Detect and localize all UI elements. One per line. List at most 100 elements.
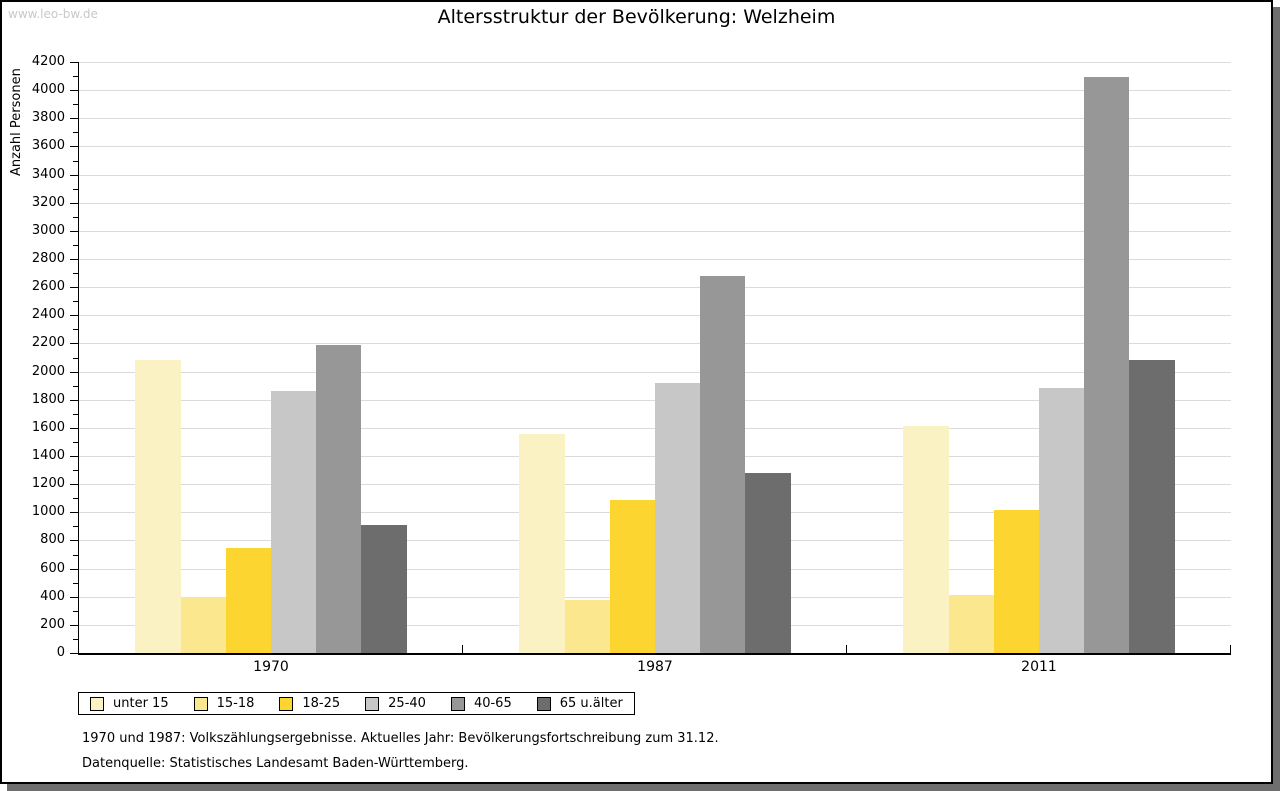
y-major-tick (70, 428, 78, 429)
y-major-tick (70, 625, 78, 626)
y-tick-label-1600: 1600 (31, 419, 65, 435)
y-major-tick (70, 62, 78, 63)
y-major-tick (70, 287, 78, 288)
y-major-tick (70, 343, 78, 344)
y-tick-label-3600: 3600 (31, 138, 65, 154)
y-minor-tick (73, 104, 78, 105)
y-tick-label-0: 0 (56, 645, 65, 660)
bar-1970-15-18 (180, 597, 226, 653)
y-major-tick (70, 259, 78, 260)
y-minor-tick (73, 498, 78, 499)
y-minor-tick (73, 442, 78, 443)
y-minor-tick (73, 414, 78, 415)
gridline-3200 (79, 202, 1231, 204)
bar-1970-25-40 (271, 391, 317, 653)
x-boundary-tick (846, 645, 847, 653)
y-major-tick (70, 146, 78, 147)
bar-1987-40-65 (700, 275, 746, 653)
y-tick-label-1400: 1400 (31, 448, 65, 463)
y-tick-label-1000: 1000 (31, 504, 65, 520)
bar-2011-65-u-älter (1129, 359, 1175, 653)
gridline-2200 (79, 343, 1231, 345)
footnote-line-2: Datenquelle: Statistisches Landesamt Bad… (82, 756, 469, 771)
y-major-tick (70, 597, 78, 598)
y-minor-tick (73, 76, 78, 77)
gridline-3000 (79, 230, 1231, 232)
gridline-3600 (79, 146, 1231, 148)
bar-1970-40-65 (316, 344, 362, 653)
gridline-2400 (79, 315, 1231, 317)
y-tick-label-800: 800 (40, 532, 65, 548)
legend-swatch-18-25 (279, 696, 294, 711)
legend-swatch-unter-15 (90, 696, 104, 711)
legend-label-unter-15: unter 15 (113, 696, 169, 711)
y-major-tick (70, 540, 78, 541)
y-minor-tick (73, 189, 78, 190)
bar-2011-25-40 (1039, 388, 1085, 653)
legend-swatch-25-40 (365, 696, 380, 711)
gridline-4000 (79, 90, 1231, 92)
plot-area: 0 200 400 600 800 1000 1200 1400 1600 1800 2000 220… (32, 54, 1231, 675)
x-label-2011: 2011 (1021, 659, 1057, 675)
y-minor-tick (73, 301, 78, 302)
y-minor-tick (73, 526, 78, 527)
y-major-tick (70, 203, 78, 204)
legend-swatch-15-18 (193, 696, 208, 711)
legend-label-15-18: 15-18 (216, 696, 255, 711)
y-tick-label-1200: 1200 (31, 476, 65, 492)
bar-1987-65-u-älter (745, 472, 791, 653)
y-minor-tick (73, 132, 78, 133)
y-tick-label-2800: 2800 (31, 251, 65, 266)
y-tick-label-1800: 1800 (31, 391, 65, 407)
gridline-3400 (79, 174, 1231, 176)
y-minor-tick (73, 555, 78, 556)
x-boundary-tick (462, 645, 463, 653)
y-minor-tick (73, 161, 78, 162)
legend-item-40-65: 40-65 (450, 696, 512, 711)
chart-title: Altersstruktur der Bevölkerung: Welzheim (437, 6, 836, 28)
y-tick-label-3000: 3000 (31, 222, 65, 238)
legend-swatch-40-65 (450, 696, 465, 711)
legend-label-18-25: 18-25 (302, 696, 341, 711)
y-tick-label-3800: 3800 (31, 110, 65, 126)
bar-1987-15-18 (564, 599, 610, 653)
y-tick-label-3400: 3400 (31, 166, 65, 182)
y-minor-tick (73, 611, 78, 612)
y-major-tick (70, 315, 78, 316)
y-major-tick (70, 175, 78, 176)
y-tick-label-3200: 3200 (31, 194, 65, 210)
bar-2011-40-65 (1084, 77, 1130, 653)
legend-label-25-40: 25-40 (388, 696, 426, 711)
bar-1987-18-25 (609, 499, 655, 653)
x-boundary-tick (1230, 645, 1231, 653)
bar-2011-18-25 (993, 510, 1039, 653)
y-major-tick (70, 653, 78, 654)
y-major-tick (70, 231, 78, 232)
legend-label-65-u-älter: 65 u.älter (559, 696, 623, 711)
y-tick-label-2200: 2200 (31, 335, 65, 351)
y-tick-label-600: 600 (40, 560, 65, 576)
gridline-3800 (79, 118, 1231, 120)
gridline-2800 (79, 259, 1231, 260)
bar-1970-unter-15 (135, 360, 181, 653)
footnote-line-1: 1970 und 1987: Volkszählungsergebnisse. … (82, 731, 719, 746)
y-major-tick (70, 569, 78, 570)
legend: unter 15 15-18 18-25 25-40 40-65 65 u.älter (78, 692, 635, 715)
bar-2011-unter-15 (903, 426, 949, 653)
bar-1970-18-25 (225, 548, 271, 653)
y-tick-label-2600: 2600 (31, 279, 65, 295)
y-major-tick (70, 484, 78, 485)
legend-item-15-18: 15-18 (193, 696, 255, 711)
y-minor-tick (73, 217, 78, 218)
y-major-tick (70, 118, 78, 119)
gridline-2000 (79, 371, 1231, 373)
y-major-tick (70, 400, 78, 401)
legend-swatch-65-u-älter (536, 696, 551, 711)
bar-1970-65-u-älter (361, 524, 407, 653)
y-minor-tick (73, 329, 78, 330)
y-minor-tick (73, 639, 78, 640)
y-tick-label-200: 200 (40, 616, 65, 632)
y-tick-label-400: 400 (40, 588, 65, 604)
y-tick-label-4200: 4200 (31, 54, 65, 69)
